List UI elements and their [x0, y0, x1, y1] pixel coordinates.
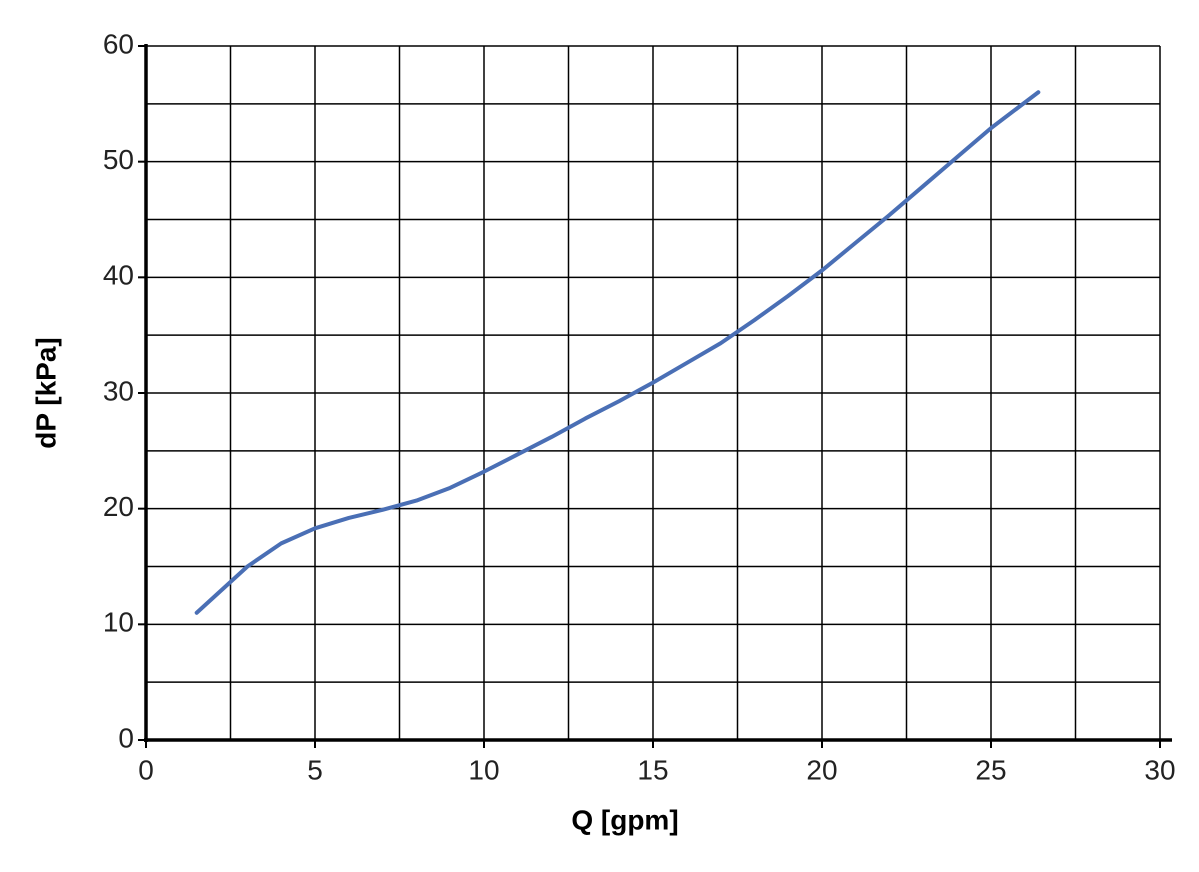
y-tick-label: 20 [103, 491, 134, 522]
y-tick-label: 60 [103, 28, 134, 59]
x-tick-label: 10 [468, 754, 499, 785]
x-tick-label: 25 [975, 754, 1006, 785]
y-tick-label: 50 [103, 144, 134, 175]
x-tick-label: 20 [806, 754, 837, 785]
y-tick-label: 30 [103, 375, 134, 406]
y-axis-label: dP [kPa] [30, 337, 61, 449]
x-tick-label: 0 [138, 754, 154, 785]
y-tick-label: 10 [103, 607, 134, 638]
x-axis-label: Q [gpm] [571, 804, 678, 835]
x-tick-label: 30 [1144, 754, 1175, 785]
x-tick-label: 15 [637, 754, 668, 785]
x-tick-label: 5 [307, 754, 323, 785]
data-line [194, 90, 1041, 615]
y-tick-label: 0 [118, 722, 134, 753]
y-tick-label: 40 [103, 260, 134, 291]
